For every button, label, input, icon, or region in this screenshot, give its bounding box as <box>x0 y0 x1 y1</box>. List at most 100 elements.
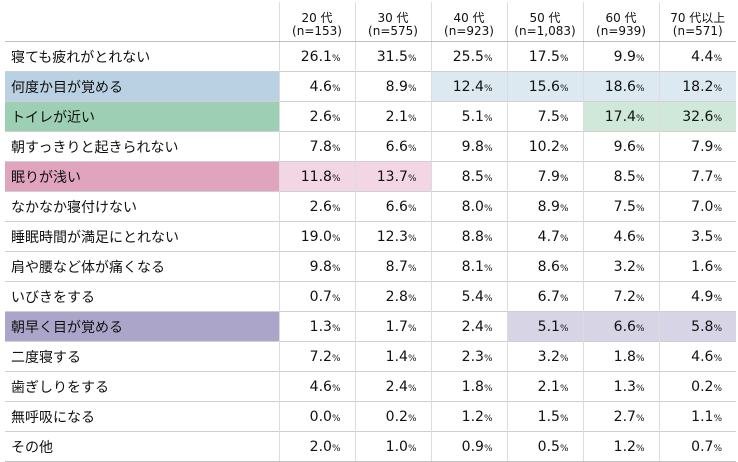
percent-unit: % <box>713 83 722 94</box>
percent-unit: % <box>635 203 645 214</box>
value-number: 1.3 <box>309 318 332 335</box>
value-cell: 17.5% <box>506 41 583 72</box>
value-cell: 2.0% <box>278 431 355 462</box>
value-cell: 3.2% <box>582 251 659 282</box>
percent-unit: % <box>407 113 417 124</box>
value-cell: 7.2% <box>582 281 659 312</box>
table-row: なかなか寝付けない 2.6% 6.6% 8.0% 8.9% 7.5% 7.0% <box>5 191 736 222</box>
value-cell: 1.2% <box>430 401 507 432</box>
value-cell: 7.7% <box>658 161 736 192</box>
value-number: 3.2 <box>613 258 636 275</box>
value-cell: 1.3% <box>582 371 659 402</box>
percent-unit: % <box>713 353 722 364</box>
value-number: 8.0 <box>461 198 484 215</box>
percent-unit: % <box>559 293 569 304</box>
header-count: (n=575) <box>368 24 418 38</box>
value-number: 2.4 <box>385 378 408 395</box>
value-cell: 0.7% <box>278 281 355 312</box>
value-cell: 6.7% <box>506 281 583 312</box>
value-cell: 1.0% <box>354 431 431 462</box>
percent-unit: % <box>331 83 341 94</box>
value-number: 2.4 <box>461 318 484 335</box>
percent-unit: % <box>483 353 493 364</box>
value-cell: 4.6% <box>278 71 355 102</box>
value-number: 5.1 <box>461 108 484 125</box>
header-count: (n=939) <box>596 24 646 38</box>
percent-unit: % <box>559 263 569 274</box>
percent-unit: % <box>713 323 722 334</box>
value-number: 0.7 <box>691 438 714 455</box>
value-number: 0.9 <box>461 438 484 455</box>
value-cell: 1.2% <box>582 431 659 462</box>
table-row: トイレが近い 2.6% 2.1% 5.1% 7.5% 17.4% 32.6% <box>5 101 736 132</box>
value-cell: 31.5% <box>354 41 431 72</box>
percent-unit: % <box>713 143 722 154</box>
percent-unit: % <box>483 263 493 274</box>
percent-unit: % <box>559 143 569 154</box>
value-number: 9.6 <box>613 138 636 155</box>
value-number: 6.6 <box>385 138 408 155</box>
percent-unit: % <box>483 53 493 64</box>
value-number: 1.6 <box>691 258 714 275</box>
value-number: 5.8 <box>691 318 714 335</box>
value-number: 18.2 <box>682 78 714 95</box>
value-number: 8.8 <box>461 228 484 245</box>
value-cell: 9.8% <box>430 131 507 162</box>
value-number: 4.6 <box>309 78 332 95</box>
percent-unit: % <box>635 113 645 124</box>
value-number: 2.1 <box>537 378 560 395</box>
percent-unit: % <box>559 113 569 124</box>
value-number: 5.1 <box>537 318 560 335</box>
percent-unit: % <box>483 323 493 334</box>
value-number: 26.1 <box>300 48 332 65</box>
value-cell: 7.5% <box>506 101 583 132</box>
value-cell: 13.7% <box>354 161 431 192</box>
value-number: 2.1 <box>385 108 408 125</box>
percent-unit: % <box>635 173 645 184</box>
value-number: 17.5 <box>528 48 560 65</box>
header-40s: 40 代 (n=923) <box>430 2 507 42</box>
value-number: 1.8 <box>461 378 484 395</box>
header-age: 60 代 <box>605 11 637 25</box>
sleep-survey-table: 20 代 (n=153) 30 代 (n=575) 40 代 (n=923) 50 代… <box>5 2 736 462</box>
percent-unit: % <box>483 173 493 184</box>
value-number: 7.9 <box>537 168 560 185</box>
value-cell: 1.1% <box>658 401 736 432</box>
value-number: 3.5 <box>691 228 714 245</box>
value-cell: 4.6% <box>658 341 736 372</box>
percent-unit: % <box>407 173 417 184</box>
value-number: 2.3 <box>461 348 484 365</box>
value-cell: 32.6% <box>658 101 736 132</box>
value-cell: 12.3% <box>354 221 431 252</box>
percent-unit: % <box>713 233 722 244</box>
percent-unit: % <box>635 383 645 394</box>
value-number: 12.3 <box>376 228 408 245</box>
value-cell: 8.5% <box>582 161 659 192</box>
row-label: 二度寝する <box>5 341 279 372</box>
row-label: 歯ぎしりをする <box>5 371 279 402</box>
value-cell: 8.1% <box>430 251 507 282</box>
value-cell: 1.7% <box>354 311 431 342</box>
value-cell: 1.4% <box>354 341 431 372</box>
table-row: 二度寝する 7.2% 1.4% 2.3% 3.2% 1.8% 4.6% <box>5 341 736 372</box>
value-number: 1.5 <box>537 408 560 425</box>
header-70s-plus: 70 代以上 (n=571) <box>658 2 736 42</box>
value-cell: 3.2% <box>506 341 583 372</box>
value-number: 18.6 <box>604 78 636 95</box>
row-label: なかなか寝付けない <box>5 191 279 222</box>
value-cell: 2.4% <box>430 311 507 342</box>
percent-unit: % <box>331 143 341 154</box>
value-number: 1.2 <box>461 408 484 425</box>
value-cell: 4.4% <box>658 41 736 72</box>
value-cell: 6.6% <box>582 311 659 342</box>
percent-unit: % <box>331 383 341 394</box>
value-cell: 1.3% <box>278 311 355 342</box>
value-number: 4.9 <box>691 288 714 305</box>
value-cell: 5.4% <box>430 281 507 312</box>
value-cell: 0.7% <box>658 431 736 462</box>
header-count: (n=571) <box>672 24 723 38</box>
percent-unit: % <box>483 203 493 214</box>
value-number: 8.9 <box>385 78 408 95</box>
value-number: 6.6 <box>613 318 636 335</box>
percent-unit: % <box>407 53 417 64</box>
